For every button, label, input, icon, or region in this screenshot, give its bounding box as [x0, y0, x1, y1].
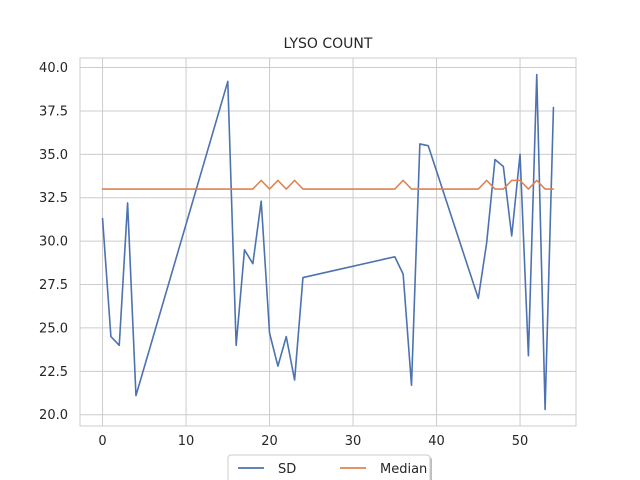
y-tick-label: 37.5	[39, 104, 68, 119]
series-line-sd	[101, 73, 555, 411]
legend: SD Median	[227, 454, 432, 480]
series-lines	[101, 73, 555, 411]
y-tick-label: 40.0	[39, 61, 68, 76]
grid-lines	[80, 58, 576, 426]
legend-label-sd: SD	[278, 462, 296, 477]
y-tick-label: 35.0	[39, 148, 68, 163]
y-tick-label: 32.5	[39, 191, 68, 206]
x-tick-label: 50	[512, 434, 529, 449]
y-tick-label: 22.5	[39, 365, 68, 380]
y-tick-label: 27.5	[39, 278, 68, 293]
x-axis-ticks: 0 10 20 30 40 50	[98, 434, 528, 449]
y-tick-label: 30.0	[39, 235, 68, 250]
plot-frame	[79, 57, 577, 427]
y-tick-label: 20.0	[39, 408, 68, 423]
x-tick-label: 30	[345, 434, 362, 449]
y-tick-label: 25.0	[39, 321, 68, 336]
series-line-median	[101, 179, 555, 190]
chart-title: LYSO COUNT	[284, 36, 373, 52]
legend-label-median: Median	[380, 462, 427, 477]
x-tick-label: 40	[428, 434, 445, 449]
x-tick-label: 20	[261, 434, 278, 449]
x-tick-label: 0	[98, 434, 106, 449]
y-axis-ticks: 20.0 22.5 25.0 27.5 30.0 32.5 35.0 37.5 40.0	[39, 61, 68, 423]
legend-box	[227, 454, 431, 480]
x-tick-label: 10	[178, 434, 195, 449]
